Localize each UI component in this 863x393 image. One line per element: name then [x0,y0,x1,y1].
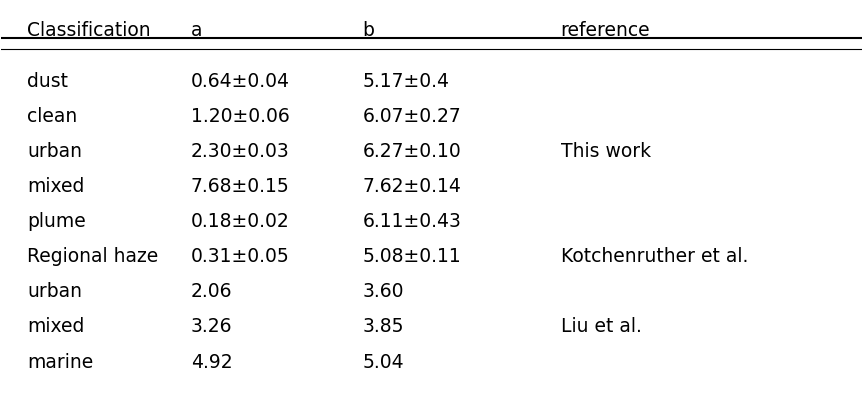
Text: 1.20±0.06: 1.20±0.06 [191,107,289,126]
Text: 6.27±0.10: 6.27±0.10 [362,142,462,161]
Text: 3.26: 3.26 [191,318,232,336]
Text: 6.07±0.27: 6.07±0.27 [362,107,462,126]
Text: dust: dust [28,72,68,91]
Text: 5.17±0.4: 5.17±0.4 [362,72,450,91]
Text: Liu et al.: Liu et al. [561,318,641,336]
Text: 7.62±0.14: 7.62±0.14 [362,177,462,196]
Text: a: a [191,21,202,40]
Text: mixed: mixed [28,177,85,196]
Text: Kotchenruther et al.: Kotchenruther et al. [561,247,748,266]
Text: b: b [362,21,375,40]
Text: This work: This work [561,142,651,161]
Text: 0.31±0.05: 0.31±0.05 [191,247,289,266]
Text: mixed: mixed [28,318,85,336]
Text: 2.06: 2.06 [191,282,232,301]
Text: 3.85: 3.85 [362,318,404,336]
Text: 0.18±0.02: 0.18±0.02 [191,212,289,231]
Text: clean: clean [28,107,78,126]
Text: 6.11±0.43: 6.11±0.43 [362,212,462,231]
Text: urban: urban [28,142,82,161]
Text: 3.60: 3.60 [362,282,404,301]
Text: reference: reference [561,21,650,40]
Text: plume: plume [28,212,86,231]
Text: 5.08±0.11: 5.08±0.11 [362,247,462,266]
Text: 2.30±0.03: 2.30±0.03 [191,142,289,161]
Text: 7.68±0.15: 7.68±0.15 [191,177,289,196]
Text: Classification: Classification [28,21,151,40]
Text: Regional haze: Regional haze [28,247,159,266]
Text: 4.92: 4.92 [191,353,232,372]
Text: 5.04: 5.04 [362,353,404,372]
Text: urban: urban [28,282,82,301]
Text: marine: marine [28,353,93,372]
Text: 0.64±0.04: 0.64±0.04 [191,72,290,91]
